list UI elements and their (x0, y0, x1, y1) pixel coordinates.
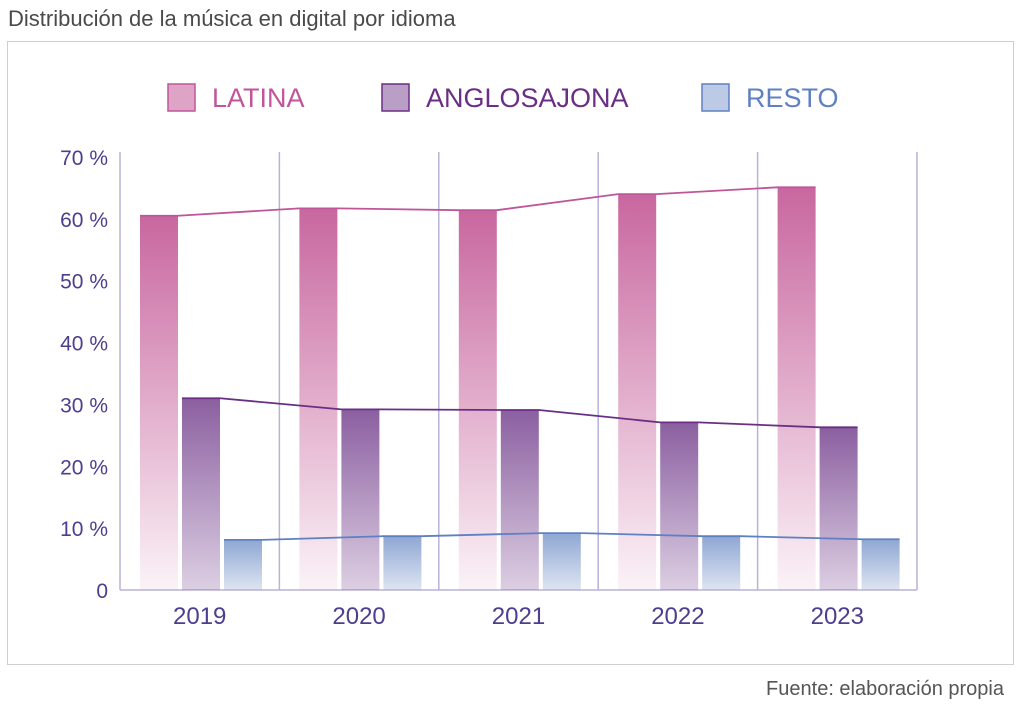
tick-labels: 0 10 % 20 % 30 % 40 % 50 % 60 % 70 % 2019 2020 202… (60, 147, 864, 630)
bar-anglosajona-2023 (819, 427, 858, 590)
legend-swatch-resto (701, 83, 730, 112)
bar-latina-2020 (299, 208, 338, 590)
line-anglosajona (182, 397, 858, 429)
x-tick-label: 2022 (651, 603, 704, 630)
legend-label-resto: RESTO (746, 83, 839, 113)
chart-title: Distribución de la música en digital por… (8, 6, 456, 31)
y-tick-label: 60 % (60, 209, 108, 232)
bar-anglosajona-2019 (182, 398, 220, 590)
legend-swatch-latina (167, 83, 196, 112)
x-tick-label: 2019 (173, 603, 226, 630)
bars (140, 187, 900, 590)
bar-resto-2022 (702, 536, 741, 590)
x-tick-label: 2020 (332, 603, 385, 630)
y-tick-label: 10 % (60, 518, 108, 541)
bar-anglosajona-2020 (341, 409, 380, 590)
bar-latina-2022 (618, 194, 657, 590)
source-note: Fuente: elaboración propia (766, 678, 1004, 700)
y-tick-label: 0 (96, 580, 108, 603)
x-tick-label: 2021 (492, 603, 545, 630)
bar-latina-2023 (777, 187, 816, 590)
y-tick-label: 20 % (60, 456, 108, 479)
legend-label-anglosajona: ANGLOSAJONA (426, 83, 629, 113)
legend-swatch-anglosajona (381, 83, 410, 112)
series-lines (140, 186, 900, 541)
bar-anglosajona-2022 (660, 422, 699, 590)
chart-frame (7, 41, 1014, 665)
y-tick-label: 30 % (60, 394, 108, 417)
y-tick-label: 70 % (60, 147, 108, 170)
y-tick-label: 40 % (60, 333, 108, 356)
y-tick-label: 50 % (60, 271, 108, 294)
bar-resto-2020 (383, 536, 422, 590)
line-resto (224, 532, 900, 541)
bar-resto-2023 (861, 539, 900, 590)
bar-resto-2021 (542, 533, 581, 590)
bar-anglosajona-2021 (500, 409, 539, 590)
line-latina (140, 186, 816, 217)
bar-resto-2019 (224, 539, 262, 590)
legend: LATINA ANGLOSAJONA RESTO (167, 83, 839, 113)
bar-latina-2019 (140, 215, 178, 590)
bar-latina-2021 (458, 210, 497, 590)
legend-label-latina: LATINA (212, 83, 305, 113)
x-tick-label: 2023 (811, 603, 864, 630)
